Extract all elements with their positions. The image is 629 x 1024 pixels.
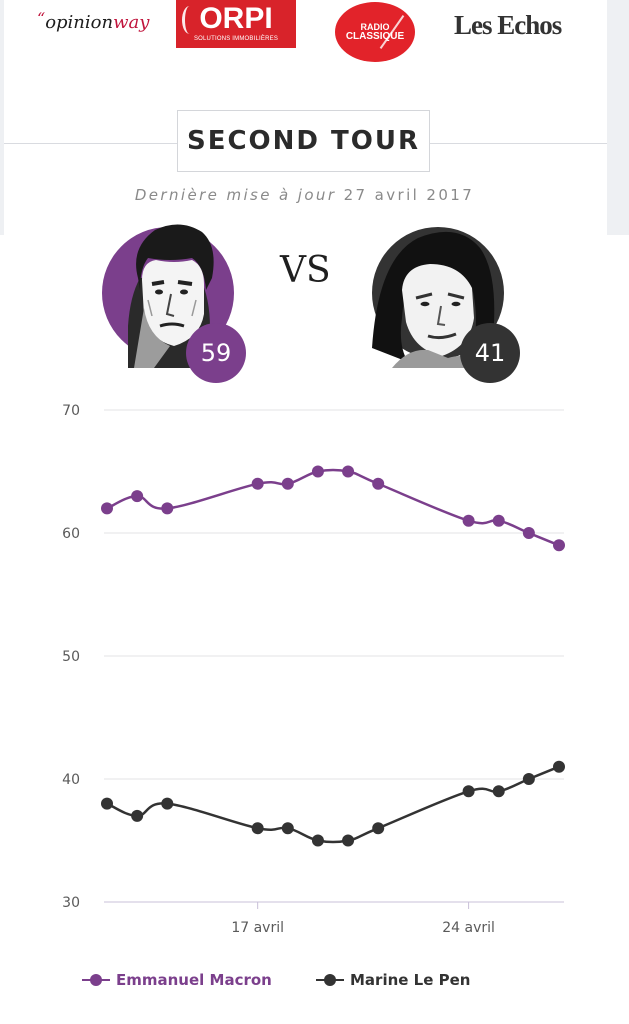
opinionway-logo-text-accent: way (113, 12, 150, 33)
sponsor-logos: “opinionway ORPI SOLUTIONS IMMOBILIÈRES … (0, 0, 629, 70)
data-point-macron (372, 477, 385, 490)
versus-label: VS (280, 250, 331, 291)
series-line-le-pen (106, 765, 560, 844)
data-point-macron (161, 502, 174, 515)
data-point-macron (131, 490, 144, 503)
legend-marker-macron-icon (82, 967, 110, 993)
opinionway-logo[interactable]: “opinionway (37, 9, 150, 33)
data-point-macron (311, 465, 324, 478)
data-point-le-pen (522, 773, 535, 785)
data-point-le-pen (131, 809, 144, 822)
data-point-le-pen (462, 785, 475, 798)
macron-score-badge: 59 (186, 323, 246, 383)
les-echos-logo[interactable]: Les Echos (454, 10, 562, 40)
data-point-macron (251, 477, 264, 490)
x-tick-label: 17 avril (231, 920, 284, 936)
data-point-le-pen (492, 785, 505, 798)
data-point-le-pen (553, 760, 565, 773)
data-point-macron (553, 539, 565, 552)
radio-classique-line2: CLASSIQUE (345, 31, 405, 42)
data-point-macron (342, 465, 355, 478)
le-pen-score-badge: 41 (460, 323, 520, 383)
y-tick-label: 30 (62, 895, 80, 911)
opinionway-logo-text: opinion (45, 12, 114, 33)
y-tick-label: 40 (62, 772, 80, 788)
data-point-le-pen (251, 822, 264, 835)
page-title: SECOND TOUR (177, 110, 430, 172)
data-point-le-pen (161, 797, 174, 810)
data-point-le-pen (101, 797, 113, 810)
le-pen-portrait-icon (372, 227, 504, 368)
orpi-logo[interactable]: ORPI SOLUTIONS IMMOBILIÈRES (176, 0, 296, 48)
y-tick-label: 50 (62, 649, 80, 665)
y-tick-label: 70 (62, 403, 80, 419)
radio-classique-line1: RADIO (360, 22, 390, 32)
orpi-logo-name: ORPI (199, 2, 273, 35)
data-point-le-pen (311, 834, 324, 847)
x-tick-label: 24 avril (442, 920, 495, 936)
last-update: Dernière mise à jour 27 avril 2017 (0, 186, 609, 204)
page-edge-right (607, 0, 629, 235)
data-point-macron (522, 527, 535, 539)
data-point-macron (101, 502, 113, 515)
radio-classique-logo[interactable]: RADIO CLASSIQUE (335, 2, 415, 62)
data-point-macron (281, 477, 294, 490)
orpi-logo-subtitle: SOLUTIONS IMMOBILIÈRES (193, 36, 279, 42)
legend-label-macron: Emmanuel Macron (116, 971, 272, 989)
y-tick-label: 60 (62, 526, 80, 542)
legend-marker-le-pen-icon (316, 967, 344, 993)
poll-line-chart: 30 40 50 60 70 17 avril 24 avril (62, 403, 565, 936)
data-point-le-pen (281, 822, 294, 835)
data-point-macron (462, 514, 475, 527)
series-line-macron (106, 468, 560, 547)
data-point-macron (492, 514, 505, 527)
legend-item-macron[interactable]: Emmanuel Macron (82, 967, 272, 993)
data-point-le-pen (342, 834, 355, 847)
page-edge-left (0, 0, 4, 235)
data-point-le-pen (372, 822, 385, 835)
orpi-swoosh-icon (182, 6, 197, 34)
legend-item-le-pen[interactable]: Marine Le Pen (316, 967, 470, 993)
legend-label-le-pen: Marine Le Pen (350, 971, 471, 989)
last-update-label: Dernière mise à jour (134, 186, 337, 204)
opinionway-quote-mark: “ (37, 9, 46, 28)
last-update-date: 27 avril 2017 (343, 186, 475, 204)
